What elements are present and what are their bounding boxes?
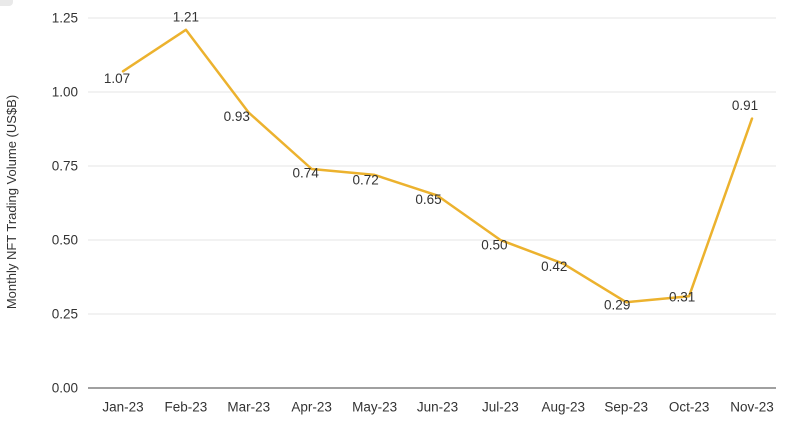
y-tick-label: 0.50 <box>52 233 78 248</box>
data-point-label: 0.65 <box>415 192 441 207</box>
x-tick-label: Sep-23 <box>604 400 648 415</box>
x-tick-label: Aug-23 <box>542 400 586 415</box>
x-tick-label: Apr-23 <box>291 400 332 415</box>
x-tick-label: Oct-23 <box>669 400 710 415</box>
y-tick-label: 1.00 <box>52 85 78 100</box>
y-tick-label: 1.25 <box>52 11 78 26</box>
gridlines-layer <box>88 17 776 389</box>
data-labels-layer: 1.07 1.21 0.93 0.74 0.72 0.65 0.50 0.42 0.29 0.31… <box>104 9 758 312</box>
data-point-label: 0.72 <box>352 172 378 187</box>
data-point-label: 1.07 <box>104 71 130 86</box>
x-tick-label: Jun-23 <box>417 400 458 415</box>
data-point-label: 0.74 <box>293 165 320 180</box>
x-tick-label: Nov-23 <box>730 400 774 415</box>
data-point-label: 0.31 <box>669 290 695 305</box>
y-axis-labels-layer: 0.00 0.25 0.50 0.75 1.00 1.25 <box>52 11 78 396</box>
data-point-label: 0.50 <box>481 238 507 253</box>
x-tick-label: Mar-23 <box>227 400 270 415</box>
data-point-label: 1.21 <box>173 9 199 24</box>
screenshot-corner-artifact <box>0 0 13 6</box>
x-tick-label: Jul-23 <box>482 400 519 415</box>
series-line <box>121 28 754 304</box>
data-point-label: 0.42 <box>541 259 567 274</box>
series-layer <box>121 28 754 304</box>
data-point-label: 0.93 <box>224 109 250 124</box>
x-tick-label: Feb-23 <box>165 400 208 415</box>
data-point-label: 0.91 <box>732 98 758 113</box>
x-axis-labels-layer: Jan-23 Feb-23 Mar-23 Apr-23 May-23 Jun-23 Jul-… <box>102 400 773 415</box>
x-tick-label: May-23 <box>352 400 397 415</box>
y-tick-label: 0.25 <box>52 307 78 322</box>
y-tick-label: 0.00 <box>52 381 78 396</box>
y-tick-label: 0.75 <box>52 159 78 174</box>
data-point-label: 0.29 <box>604 298 630 313</box>
x-tick-label: Jan-23 <box>102 400 143 415</box>
y-axis-title: Monthly NFT Trading Volume (US$B) <box>4 95 19 309</box>
